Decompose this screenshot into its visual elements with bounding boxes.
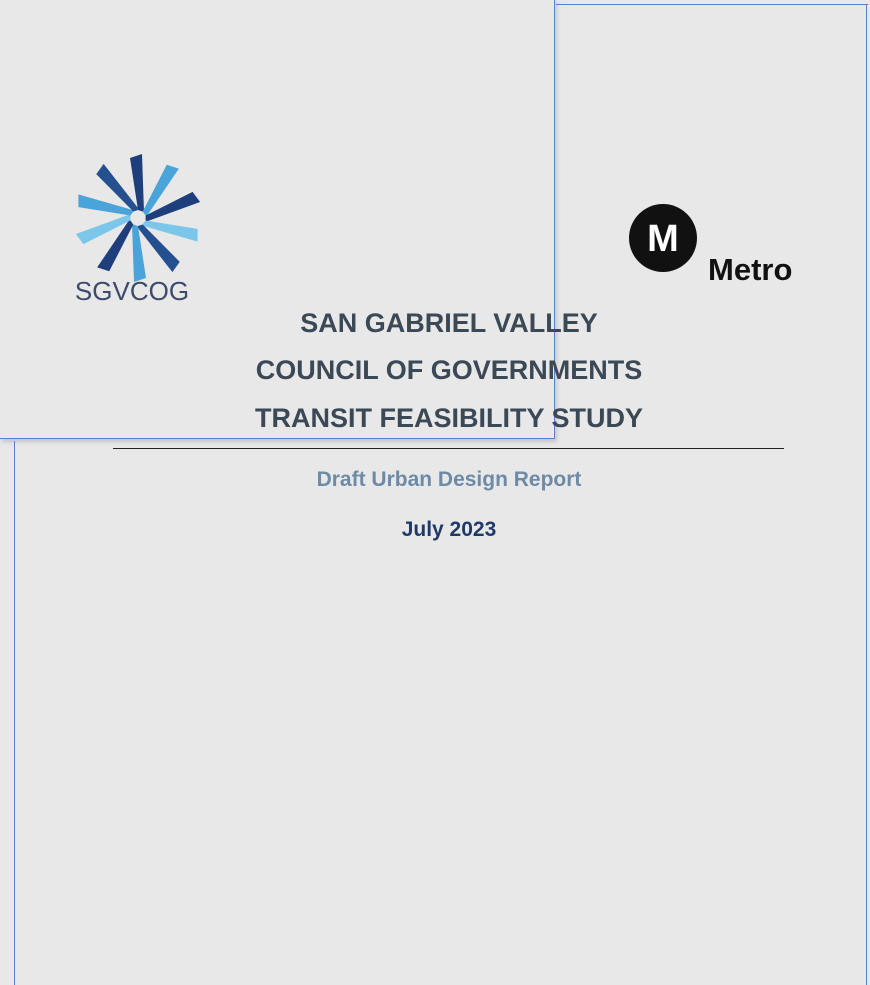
sgvcog-star — [74, 154, 202, 282]
divider — [113, 448, 784, 449]
logos: SGVCOG M Metro — [74, 154, 792, 306]
metro-mark: M — [647, 218, 679, 260]
date: July 2023 — [401, 518, 497, 541]
logo-text: Metro — [708, 252, 792, 287]
background-window — [0, 0, 555, 439]
page-border — [866, 4, 867, 985]
subtitle: Draft Urban Design Report — [316, 468, 582, 491]
page-border — [556, 4, 868, 5]
page-border — [14, 441, 15, 985]
title-line: TRANSIT FEASIBILITY STUDY — [254, 403, 644, 433]
logo-text: SGVCOG — [75, 276, 189, 306]
metro-circle — [629, 204, 697, 272]
title-line: SAN GABRIEL VALLEY — [300, 308, 598, 338]
title-line: COUNCIL OF GOVERNMENTS — [255, 355, 643, 385]
